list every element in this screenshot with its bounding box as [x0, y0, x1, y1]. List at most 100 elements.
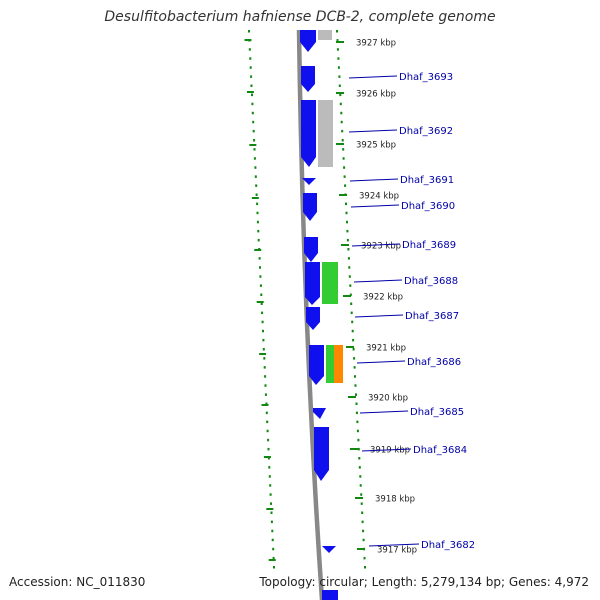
left-guide-dot: [262, 338, 265, 342]
left-guide-dot: [261, 320, 264, 324]
right-guide-dot: [360, 502, 363, 505]
kbp-tick-label: 3921 kbp: [366, 344, 406, 354]
left-guide-dot: [251, 111, 254, 115]
label-leader-line: [348, 129, 398, 133]
left-guide-dot: [261, 311, 264, 315]
right-guide-dot: [340, 111, 343, 115]
gene-labels: Dhaf_3693 Dhaf_3692 Dhaf_3691 Dhaf_3690 Dhaf…: [348, 72, 475, 551]
right-guide-dot: [340, 120, 343, 124]
right-guide-dot: [355, 393, 357, 396]
kbp-tick-label: 3926 kbp: [356, 90, 396, 100]
right-guide-dot: [362, 529, 365, 533]
gene-arrow[interactable]: [301, 100, 316, 167]
right-guide-dot: [346, 238, 349, 242]
right-guide-dot: [358, 457, 361, 460]
gene-arrow[interactable]: [314, 427, 329, 481]
right-guide-dot: [345, 202, 347, 206]
right-guide-dot: [354, 375, 356, 378]
left-guide-dot: [265, 402, 268, 405]
gene-features: [301, 66, 343, 600]
left-guide-dot: [255, 184, 258, 187]
left-guide-dot: [264, 384, 267, 387]
label-leader-line: [348, 75, 398, 79]
label-leader-line: [354, 314, 404, 318]
gene-3694-arrow[interactable]: [300, 30, 316, 52]
gene-arrow[interactable]: [322, 590, 338, 600]
left-guide-dot: [251, 93, 253, 97]
label-leader-line: [368, 543, 420, 547]
left-guide-dot: [270, 511, 273, 514]
gene-arrow[interactable]: [303, 193, 317, 221]
gene-label[interactable]: Dhaf_3691: [400, 175, 454, 186]
label-leader-line: [361, 448, 412, 452]
label-leader-line: [349, 178, 399, 182]
right-guide-dot: [339, 102, 342, 106]
gene-label[interactable]: Dhaf_3693: [399, 72, 453, 83]
gene-arrow[interactable]: [309, 345, 324, 385]
gray-feature-top: [318, 30, 332, 40]
left-guide-dot: [271, 538, 274, 542]
left-guide-dot: [267, 457, 270, 460]
right-guide-dot: [342, 148, 345, 151]
left-guide-dot: [250, 75, 253, 78]
left-guide-dot: [252, 120, 255, 124]
kbp-tick-label: 3927 kbp: [356, 39, 396, 49]
gene-label[interactable]: Dhaf_3686: [407, 357, 461, 368]
right-guide-dot: [361, 520, 364, 524]
right-guide-dot: [348, 275, 351, 278]
left-guide-dot: [273, 566, 275, 569]
gene-label[interactable]: Dhaf_3690: [401, 201, 455, 212]
right-guide-dot: [364, 566, 366, 569]
right-guide-dot: [338, 84, 341, 87]
right-guide-dot: [337, 57, 340, 60]
right-guide-dot: [350, 302, 353, 305]
right-guide-dot: [349, 284, 352, 287]
right-guide-dot: [343, 175, 346, 178]
kbp-tick-label: 3920 kbp: [368, 394, 408, 404]
kbp-ticks: 3927 kbp 3926 kbp 3925 kbp 3924 kbp 3923 kbp…: [336, 39, 417, 556]
right-guide-dot: [345, 211, 348, 215]
gene-label[interactable]: Dhaf_3688: [404, 276, 458, 287]
left-guide-dot: [264, 393, 267, 396]
left-guide-dot: [266, 420, 269, 424]
left-guide-dot: [266, 429, 269, 433]
gene-arrow[interactable]: [304, 237, 318, 262]
kbp-tick-label: 3923 kbp: [361, 242, 401, 252]
left-guide-dot: [259, 284, 262, 287]
right-guide-dot: [341, 139, 344, 142]
right-guide-dot: [341, 129, 344, 133]
left-guide-dot: [269, 484, 272, 487]
left-guide-dot: [256, 220, 259, 224]
left-guide-dot: [260, 293, 263, 296]
gene-label[interactable]: Dhaf_3684: [413, 445, 467, 456]
gene-arrow[interactable]: [302, 178, 316, 185]
gene-label[interactable]: Dhaf_3692: [399, 126, 453, 137]
right-guide-dot: [358, 466, 361, 469]
right-guide-dot: [337, 66, 340, 69]
left-guide-dot: [253, 139, 256, 142]
gene-arrow[interactable]: [313, 408, 326, 419]
left-guide-dot: [268, 475, 271, 478]
kbp-tick-label: 3918 kbp: [375, 495, 415, 505]
gene-label[interactable]: Dhaf_3687: [405, 311, 459, 322]
left-guide-dot: [250, 84, 253, 87]
left-guide-dot: [267, 447, 270, 451]
left-guide-dot: [256, 202, 259, 206]
gene-arrow[interactable]: [305, 262, 320, 305]
gene-arrow[interactable]: [301, 66, 315, 92]
gene-arrow[interactable]: [322, 546, 336, 553]
right-guide-dot: [343, 166, 346, 169]
label-leader-line: [353, 279, 403, 283]
gene-arrow[interactable]: [306, 307, 320, 330]
label-leader-line: [356, 360, 406, 364]
left-guide-dot: [271, 529, 274, 533]
left-guide-dot: [248, 30, 250, 33]
gene-label[interactable]: Dhaf_3682: [421, 540, 475, 551]
gene-label[interactable]: Dhaf_3685: [410, 407, 464, 418]
right-guide-dot: [336, 48, 339, 51]
left-guide-dot: [270, 502, 272, 505]
kbp-tick-label: 3917 kbp: [377, 546, 417, 556]
gene-label[interactable]: Dhaf_3689: [402, 240, 456, 251]
left-guide-dot: [262, 329, 264, 333]
left-guide-dot: [259, 266, 261, 269]
